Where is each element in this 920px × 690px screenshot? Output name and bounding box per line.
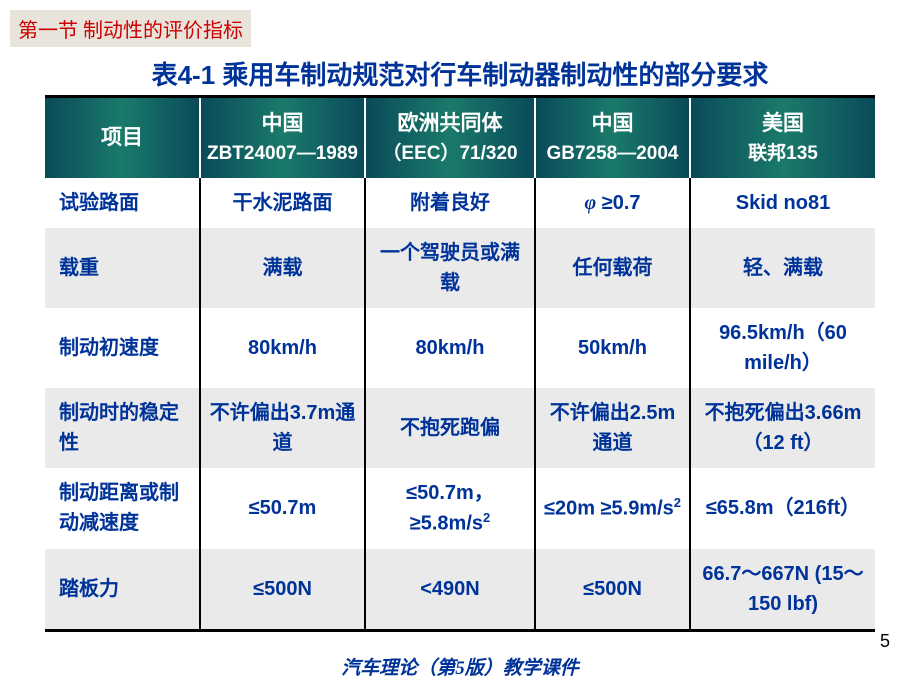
cell: ≤50.7m，≥5.8m/s2	[365, 468, 535, 549]
cell: ≤20m ≥5.9m/s2	[535, 468, 690, 549]
cell: 一个驾驶员或满载	[365, 228, 535, 308]
cell-text: ≤20m ≥5.9m/s	[544, 498, 674, 520]
cell: ≤500N	[535, 549, 690, 631]
header-usa: 美国 联邦135	[690, 97, 875, 179]
row-label: 制动距离或制动减速度	[45, 468, 200, 549]
header-sub: 联邦135	[695, 140, 871, 169]
page-number: 5	[880, 631, 890, 652]
header-main: 中国	[262, 112, 304, 135]
cell: ≤500N	[200, 549, 365, 631]
footer-text: 汽车理论（第5版）教学课件	[0, 653, 920, 680]
header-item: 项目	[45, 97, 200, 179]
cell: 不抱死跑偏	[365, 388, 535, 468]
braking-spec-table: 项目 中国 ZBT24007—1989 欧洲共同体 （EEC）71/320 中国…	[45, 95, 875, 632]
row-label: 载重	[45, 228, 200, 308]
row-label: 制动时的稳定性	[45, 388, 200, 468]
cell: 任何载荷	[535, 228, 690, 308]
table-row: 踏板力 ≤500N <490N ≤500N 66.7～667N (15～150 …	[45, 549, 875, 631]
phi-symbol: φ	[584, 192, 596, 214]
cell: 96.5km/h（60 mile/h）	[690, 308, 875, 388]
cell: 80km/h	[365, 308, 535, 388]
section-label: 第一节 制动性的评价指标	[10, 10, 251, 47]
header-main: 欧洲共同体	[398, 112, 503, 135]
cell: 轻、满载	[690, 228, 875, 308]
row-label: 踏板力	[45, 549, 200, 631]
cell: 50km/h	[535, 308, 690, 388]
header-eec: 欧洲共同体 （EEC）71/320	[365, 97, 535, 179]
header-main: 美国	[762, 112, 804, 135]
cell: 不许偏出3.7m通道	[200, 388, 365, 468]
cell-text: ≥0.7	[596, 192, 640, 214]
header-row: 项目 中国 ZBT24007—1989 欧洲共同体 （EEC）71/320 中国…	[45, 97, 875, 179]
cell: 满载	[200, 228, 365, 308]
header-china-gb: 中国 GB7258—2004	[535, 97, 690, 179]
table-row: 试验路面 干水泥路面 附着良好 φ ≥0.7 Skid no81	[45, 178, 875, 228]
header-sub: GB7258—2004	[540, 140, 685, 169]
cell: 66.7～667N (15～150 lbf)	[690, 549, 875, 631]
table-row: 制动距离或制动减速度 ≤50.7m ≤50.7m，≥5.8m/s2 ≤20m ≥…	[45, 468, 875, 549]
cell: Skid no81	[690, 178, 875, 228]
table-row: 制动时的稳定性 不许偏出3.7m通道 不抱死跑偏 不许偏出2.5m通道 不抱死偏…	[45, 388, 875, 468]
cell: 附着良好	[365, 178, 535, 228]
cell: 不抱死偏出3.66m（12 ft）	[690, 388, 875, 468]
cell: 不许偏出2.5m通道	[535, 388, 690, 468]
cell: 80km/h	[200, 308, 365, 388]
table-row: 载重 满载 一个驾驶员或满载 任何载荷 轻、满载	[45, 228, 875, 308]
cell: 干水泥路面	[200, 178, 365, 228]
superscript: 2	[483, 510, 490, 525]
header-china-zbt: 中国 ZBT24007—1989	[200, 97, 365, 179]
header-sub: （EEC）71/320	[370, 140, 530, 169]
cell: ≤65.8m（216ft）	[690, 468, 875, 549]
cell: φ ≥0.7	[535, 178, 690, 228]
header-sub: ZBT24007—1989	[205, 140, 360, 169]
cell: <490N	[365, 549, 535, 631]
cell-text: ≤50.7m，≥5.8m/s	[406, 482, 494, 535]
table-title: 表4-1 乘用车制动规范对行车制动器制动性的部分要求	[0, 55, 920, 92]
row-label: 制动初速度	[45, 308, 200, 388]
row-label: 试验路面	[45, 178, 200, 228]
table-row: 制动初速度 80km/h 80km/h 50km/h 96.5km/h（60 m…	[45, 308, 875, 388]
superscript: 2	[674, 495, 681, 510]
cell: ≤50.7m	[200, 468, 365, 549]
header-main: 中国	[592, 112, 634, 135]
